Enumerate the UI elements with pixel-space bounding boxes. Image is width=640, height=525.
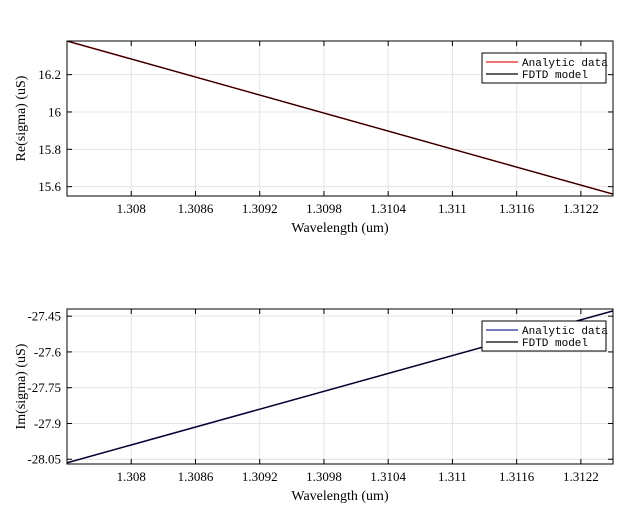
x-tick-label: 1.3098 <box>306 469 342 484</box>
x-tick-label: 1.3086 <box>178 201 214 216</box>
x-tick-label: 1.311 <box>438 469 467 484</box>
y-tick-label: 15.6 <box>38 179 61 194</box>
x-axis-label: Wavelength (um) <box>291 221 389 236</box>
legend-label-2: FDTD model <box>522 338 588 350</box>
x-tick-label: 1.3122 <box>563 201 599 216</box>
legend-label-1: Analytic data <box>522 58 608 70</box>
x-tick-label: 1.3104 <box>370 201 406 216</box>
y-axis-label: Im(sigma) (uS) <box>14 343 29 429</box>
axes-box <box>66 40 614 197</box>
y-tick-label: 16.2 <box>38 67 61 82</box>
x-tick-label: 1.3116 <box>499 469 535 484</box>
x-tick-label: 1.3122 <box>563 469 599 484</box>
series-group <box>67 41 613 195</box>
y-tick-label: -27.75 <box>27 380 61 395</box>
x-tick-label: 1.3092 <box>242 201 278 216</box>
y-tick-label: 16 <box>48 104 62 119</box>
x-tick-label: 1.308 <box>117 201 146 216</box>
chart-1: 1.308 1.3086 1.3092 1.3098 1.3104 1.311 1.3116… <box>14 40 614 236</box>
y-tick-label: -27.9 <box>34 416 61 431</box>
y-tick-label: -27.45 <box>27 309 61 324</box>
legend-label-2: FDTD model <box>522 70 588 82</box>
y-tick-label: -28.05 <box>27 452 61 467</box>
series-line-2 <box>67 41 613 195</box>
x-axis-label: Wavelength (um) <box>291 489 389 504</box>
x-tick-label: 1.3086 <box>178 469 214 484</box>
x-tick-label: 1.311 <box>438 201 467 216</box>
x-tick-label: 1.3098 <box>306 201 342 216</box>
legend-box <box>481 52 607 84</box>
x-tick-label: 1.308 <box>117 469 146 484</box>
legend-label-1: Analytic data <box>522 326 608 338</box>
x-tick-label: 1.3104 <box>370 469 406 484</box>
chart-2: 1.308 1.3086 1.3092 1.3098 1.3104 1.311 1.3116… <box>14 308 614 504</box>
y-axis-label: Re(sigma) (uS) <box>14 75 29 161</box>
y-tick-label: 15.8 <box>38 142 61 157</box>
y-tick-label: -27.6 <box>34 344 62 359</box>
x-tick-label: 1.3116 <box>499 201 535 216</box>
axes-box <box>66 308 614 465</box>
legend-box <box>481 320 607 352</box>
x-tick-label: 1.3092 <box>242 469 278 484</box>
